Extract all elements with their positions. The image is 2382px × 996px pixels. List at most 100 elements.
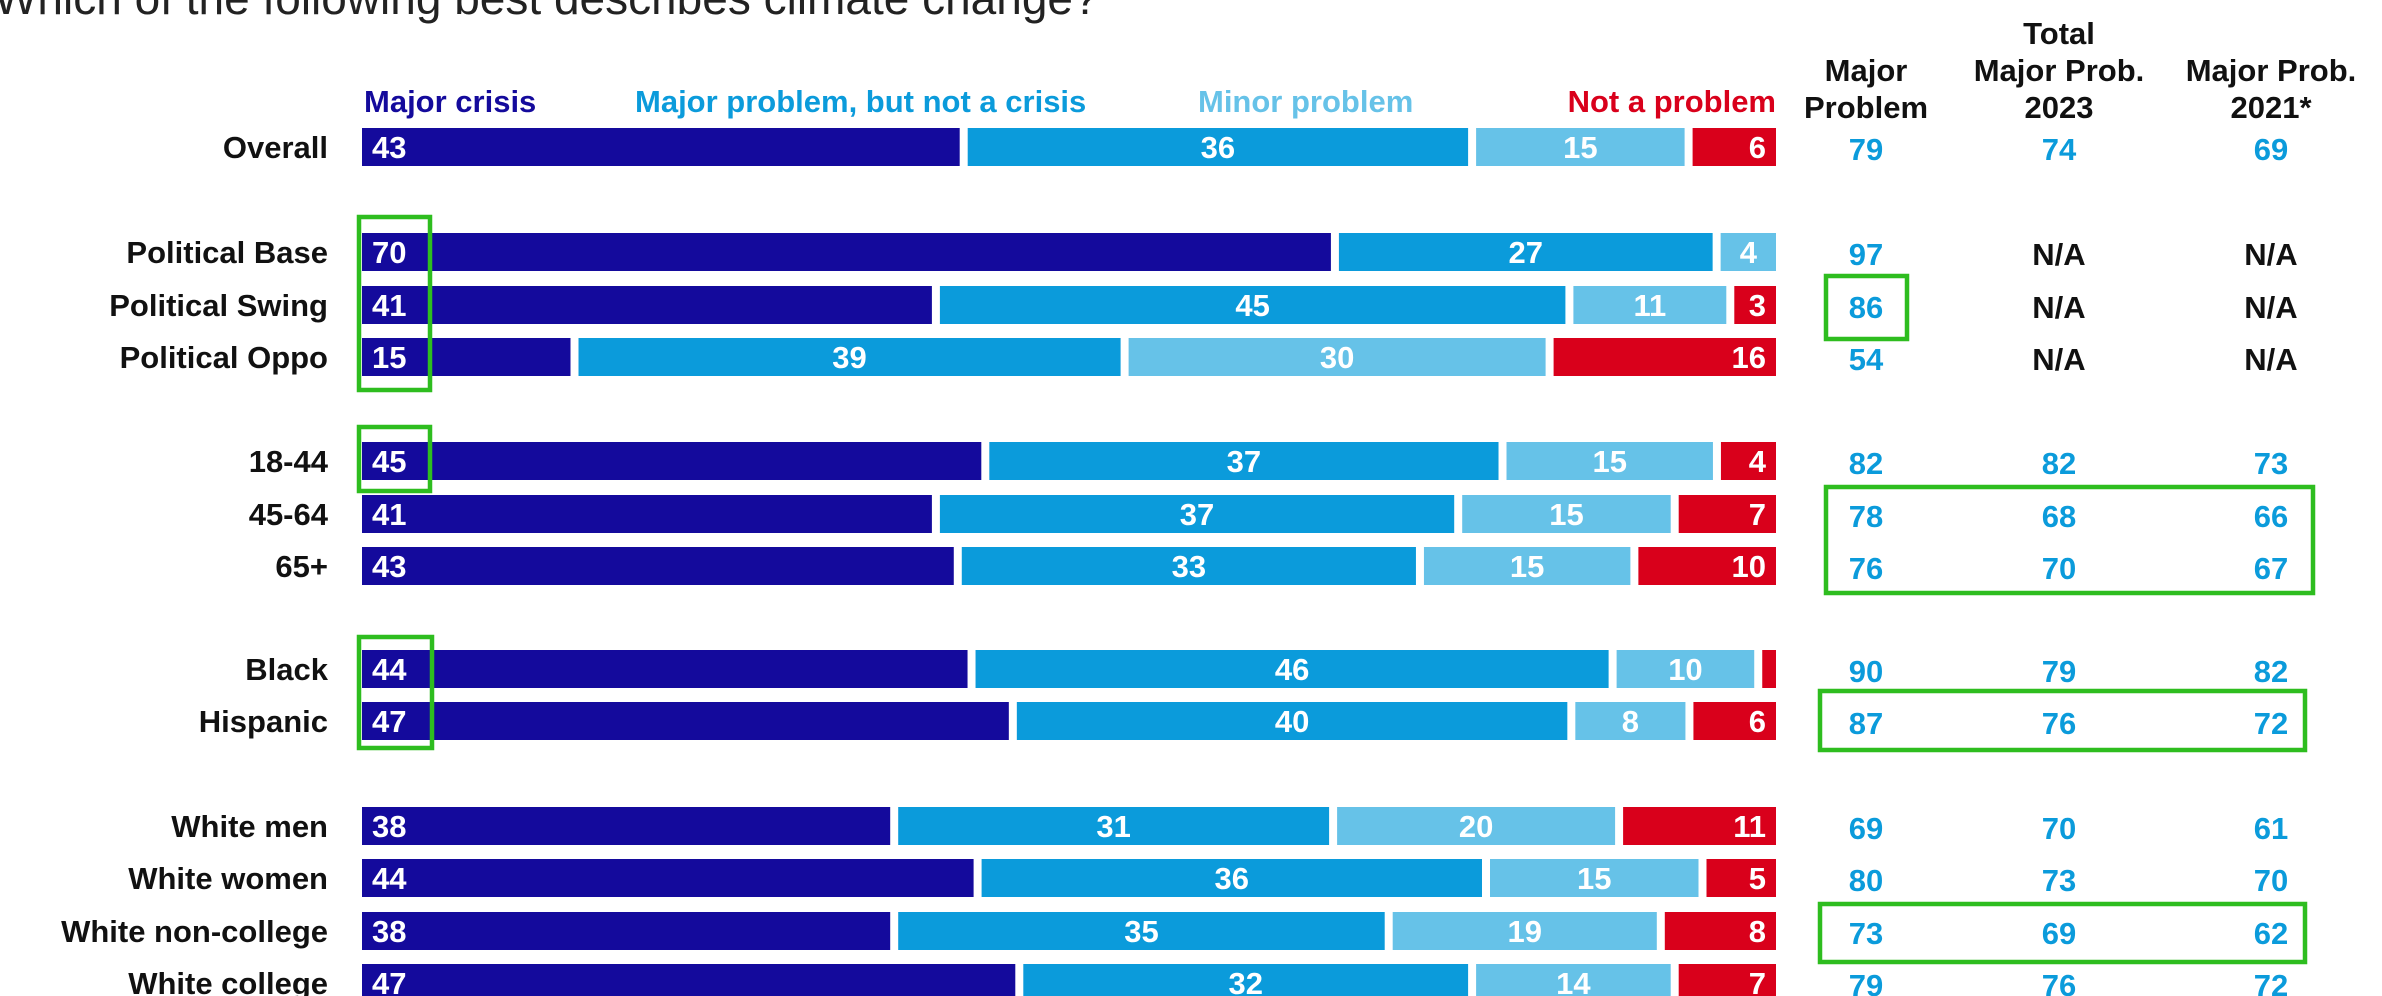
bar-value-overall-major-problem-but-not-a-crisis: 36 [1201,130,1235,165]
bar-political-swing-minor-problem [1573,286,1727,324]
bar-white-non-college-not-a-problem [1664,912,1776,950]
column-header-2-line-3: 2023 [2025,90,2094,125]
bar-white-men-not-a-problem [1623,807,1776,845]
row-label-overall: Overall [223,130,328,165]
column-3-value-white-non-college: 62 [2254,916,2288,951]
bar-overall-major-problem-but-not-a-crisis [967,128,1469,166]
bar-value-political-oppo-major-crisis: 15 [372,340,406,375]
bar-black-major-crisis [362,650,968,688]
highlight-boxes [356,214,2316,965]
column-2-value-political-base: N/A [2032,237,2085,272]
row-label-65: 65+ [275,549,328,584]
bar-value-18-44-not-a-problem: 4 [1749,444,1767,479]
bar-65-not-a-problem [1638,547,1776,585]
bar-value-political-swing-major-crisis: 41 [372,288,406,323]
column-1-value-overall: 79 [1849,132,1883,167]
column-3-value-white-college: 72 [2254,968,2288,996]
bar-value-white-men-not-a-problem: 11 [1733,809,1766,844]
bar-political-oppo-major-problem-but-not-a-crisis [578,338,1121,376]
column-2-value-65: 70 [2042,551,2076,586]
bar-value-political-swing-not-a-problem: 3 [1749,288,1766,323]
bar-45-64-not-a-problem [1678,495,1776,533]
highlight-black-hispanic-major-crisis [356,634,435,751]
row-label-white-college: White college [128,966,328,996]
bar-45-64-minor-problem [1462,495,1671,533]
legend-not-a-problem: Not a problem [1568,84,1776,119]
column-2-value-45-64: 68 [2042,499,2076,534]
bar-political-base-major-problem-but-not-a-crisis [1338,233,1713,271]
bar-hispanic-not-a-problem [1693,702,1776,740]
column-3-value-black: 82 [2254,654,2288,689]
bar-value-overall-minor-problem: 15 [1563,130,1597,165]
bar-value-18-44-minor-problem: 15 [1592,444,1626,479]
bar-white-college-not-a-problem [1678,964,1776,996]
bar-value-45-64-major-problem-but-not-a-crisis: 37 [1180,497,1214,532]
row-label-white-women: White women [128,861,328,896]
column-3-value-white-women: 70 [2254,863,2288,898]
column-1-value-65: 76 [1849,551,1883,586]
bar-value-political-swing-minor-problem: 11 [1633,288,1666,323]
row-label-political-swing: Political Swing [109,288,328,323]
bar-value-45-64-major-crisis: 41 [372,497,406,532]
highlight-swing-major-problem [1823,273,1910,342]
highlight-45-plus-columns [1823,484,2316,596]
bar-45-64-major-problem-but-not-a-crisis [939,495,1455,533]
row-label-political-oppo: Political Oppo [120,340,328,375]
bar-white-non-college-major-crisis [362,912,891,950]
bar-white-women-major-crisis [362,859,974,897]
bar-value-political-base-minor-problem: 4 [1740,235,1758,270]
bar-political-swing-major-crisis [362,286,932,324]
bar-value-45-64-minor-problem: 15 [1549,497,1583,532]
bar-value-white-women-minor-problem: 15 [1577,861,1611,896]
bar-value-hispanic-minor-problem: 8 [1622,704,1639,739]
column-1-value-white-college: 79 [1849,968,1883,996]
column-header-1-line-2: Problem [1804,90,1928,125]
column-2-value-white-college: 76 [2042,968,2076,996]
bar-political-oppo-minor-problem [1128,338,1546,376]
bar-white-men-major-crisis [362,807,891,845]
bar-65-minor-problem [1423,547,1631,585]
column-1-value-political-oppo: 54 [1849,342,1884,377]
column-3-value-political-swing: N/A [2244,290,2297,325]
bar-18-44-major-problem-but-not-a-crisis [989,442,1499,480]
column-1-value-white-men: 69 [1849,811,1883,846]
column-2-value-18-44: 82 [2042,446,2076,481]
column-values: 79 97 86 54 82 78 76 90 87 69 80 73 79 74 N/A N/A N/A 82 6… [1849,132,2298,996]
bar-white-women-minor-problem [1490,859,1699,897]
legend: Major crisis Major problem, but not a cri… [364,84,1776,119]
bar-65-major-crisis [362,547,954,585]
bar-value-political-oppo-minor-problem: 30 [1320,340,1354,375]
bar-value-white-non-college-minor-problem: 19 [1508,914,1542,949]
bar-value-white-women-major-crisis: 44 [372,861,407,896]
bar-45-64-major-crisis [362,495,932,533]
column-3-value-white-men: 61 [2254,811,2288,846]
bar-value-black-major-crisis: 44 [372,652,407,687]
column-1-value-hispanic: 87 [1849,706,1883,741]
bar-value-white-men-minor-problem: 20 [1459,809,1493,844]
bar-hispanic-minor-problem [1575,702,1686,740]
bar-value-white-women-major-problem-but-not-a-crisis: 36 [1215,861,1249,896]
row-labels: Overall Political Base Political Swing Poli… [61,130,329,996]
row-label-black: Black [245,652,328,687]
row-label-45-64: 45-64 [249,497,329,532]
bar-black-major-problem-but-not-a-crisis [975,650,1609,688]
bar-overall-minor-problem [1476,128,1685,166]
column-2-value-political-oppo: N/A [2032,342,2085,377]
column-2-value-white-non-college: 69 [2042,916,2076,951]
bar-65-major-problem-but-not-a-crisis [961,547,1416,585]
row-label-hispanic: Hispanic [199,704,328,739]
bar-overall-not-a-problem [1692,128,1776,166]
bar-18-44-not-a-problem [1720,442,1776,480]
column-header-3-line-2: 2021* [2230,90,2312,125]
bar-value-black-minor-problem: 10 [1668,652,1702,687]
column-header-3-line-1: Major Prob. [2186,53,2357,88]
column-1-value-18-44: 82 [1849,446,1883,481]
bar-hispanic-major-problem-but-not-a-crisis [1016,702,1568,740]
row-label-18-44: 18-44 [249,444,329,479]
column-3-value-political-oppo: N/A [2244,342,2297,377]
column-2-value-hispanic: 76 [2042,706,2076,741]
bar-value-65-minor-problem: 15 [1510,549,1544,584]
column-3-value-45-64: 66 [2254,499,2288,534]
